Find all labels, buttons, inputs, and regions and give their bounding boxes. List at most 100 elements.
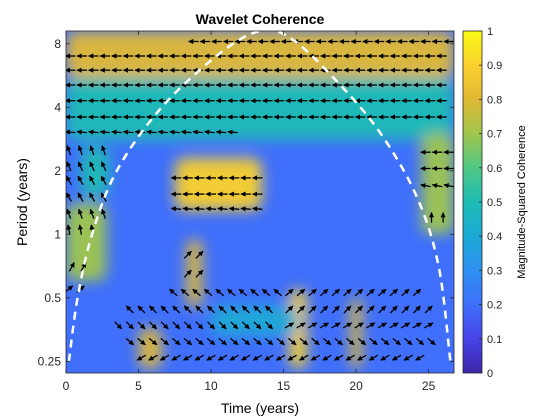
phase-arrow: [401, 305, 410, 314]
phase-arrow: [241, 337, 251, 346]
phase-arrow: [424, 305, 433, 314]
phase-arrow: [331, 288, 341, 297]
phase-arrow: [183, 305, 192, 314]
y-tick-label: 8: [54, 37, 61, 51]
phase-arrow: [322, 354, 332, 361]
phase-arrow: [400, 322, 411, 329]
phase-arrow: [172, 321, 181, 330]
phase-arrow: [169, 129, 180, 135]
coherence-region: [66, 31, 454, 79]
colorbar-tick-label: 0.8: [487, 94, 502, 106]
phase-arrow: [125, 321, 134, 330]
phase-arrow: [66, 161, 72, 172]
phase-arrow: [101, 208, 107, 219]
phase-arrow: [111, 129, 122, 135]
colorbar-tick-label: 0.4: [487, 231, 502, 243]
phase-arrow: [217, 354, 228, 361]
coherence-region: [66, 78, 454, 140]
phase-arrow: [89, 161, 95, 172]
chart-title: Wavelet Coherence: [196, 11, 325, 27]
phase-arrow: [192, 129, 204, 135]
phase-arrow: [287, 337, 297, 346]
phase-arrows: [66, 38, 454, 361]
phase-arrow: [89, 145, 95, 156]
phase-arrow: [137, 305, 146, 314]
phase-arrow: [391, 354, 402, 361]
phase-arrow: [378, 305, 387, 314]
phase-arrow: [99, 129, 111, 135]
phase-arrow: [241, 321, 250, 330]
phase-arrow: [125, 337, 135, 346]
phase-arrow: [355, 305, 363, 314]
phase-arrow: [157, 129, 169, 135]
y-tick-label: 4: [54, 100, 61, 114]
y-tick-label: 1: [54, 227, 61, 241]
phase-arrow: [389, 305, 398, 314]
phase-arrow: [423, 322, 434, 329]
phase-arrow: [331, 322, 341, 329]
phase-arrow: [307, 322, 318, 329]
phase-arrow: [148, 354, 158, 361]
phase-arrow: [412, 288, 422, 297]
phase-arrow: [366, 305, 375, 314]
coherence-region: [174, 157, 262, 211]
phase-arrow: [66, 208, 72, 219]
x-tick-label: 0: [63, 379, 70, 393]
phase-arrow: [77, 145, 83, 156]
phase-arrow: [230, 321, 239, 330]
phase-arrow: [413, 305, 421, 314]
phase-arrow: [66, 145, 72, 156]
phase-arrow: [88, 129, 99, 135]
phase-arrow: [354, 322, 364, 329]
phase-arrow: [66, 129, 76, 135]
phase-arrow: [229, 354, 239, 361]
colorbar-tick-label: 0.7: [487, 129, 502, 141]
phase-arrow: [310, 354, 321, 361]
phase-arrow: [149, 321, 158, 330]
plot-frame: [65, 30, 455, 374]
phase-arrow: [171, 337, 181, 346]
phase-arrow: [273, 288, 283, 297]
colorbar: 0 0.1 0.2 0.3 0.4 0.5 0.6 0.7 0.8 0.9 1 Magnitude-…: [462, 26, 528, 380]
phase-arrow: [241, 354, 251, 361]
y-tick-label: 0.25: [38, 354, 62, 368]
phase-arrow: [261, 288, 271, 297]
phase-arrow: [137, 337, 146, 346]
phase-arrow: [285, 305, 294, 314]
colorbar-tick-label: 0.6: [487, 163, 502, 175]
phase-arrow: [160, 321, 169, 330]
phase-arrow: [206, 354, 216, 361]
phase-arrow: [160, 305, 169, 314]
phase-arrow: [296, 322, 306, 329]
phase-arrow: [207, 305, 216, 314]
phase-arrow: [357, 354, 367, 361]
phase-arrow: [77, 208, 83, 219]
coherence-region: [66, 203, 107, 282]
phase-arrow: [420, 183, 431, 189]
phase-arrow: [331, 305, 340, 314]
phase-arrow: [229, 337, 239, 346]
phase-arrow: [427, 337, 436, 346]
coherence-region: [350, 297, 362, 369]
phase-arrow: [149, 305, 158, 314]
phase-arrow: [343, 305, 352, 314]
colorbar-label: Magnitude-Squared Coherence: [516, 125, 528, 279]
phase-arrow: [343, 288, 352, 297]
phase-arrow: [403, 354, 413, 361]
phase-arrow: [241, 305, 250, 314]
phase-arrow: [320, 305, 329, 314]
phase-arrow: [100, 175, 107, 186]
phase-arrow: [205, 206, 217, 212]
phase-arrow: [230, 305, 239, 314]
phase-arrow: [101, 145, 107, 156]
phase-arrow: [195, 250, 204, 259]
phase-arrow: [172, 305, 181, 314]
phase-arrow: [357, 337, 367, 346]
phase-arrow: [251, 206, 263, 212]
phase-arrow: [377, 322, 387, 329]
phase-arrow: [333, 354, 344, 361]
phase-arrow: [122, 129, 134, 135]
phase-arrow: [217, 206, 228, 212]
colorbar-ticks: 0 0.1 0.2 0.3 0.4 0.5 0.6 0.7 0.8 0.9 1: [479, 26, 502, 380]
